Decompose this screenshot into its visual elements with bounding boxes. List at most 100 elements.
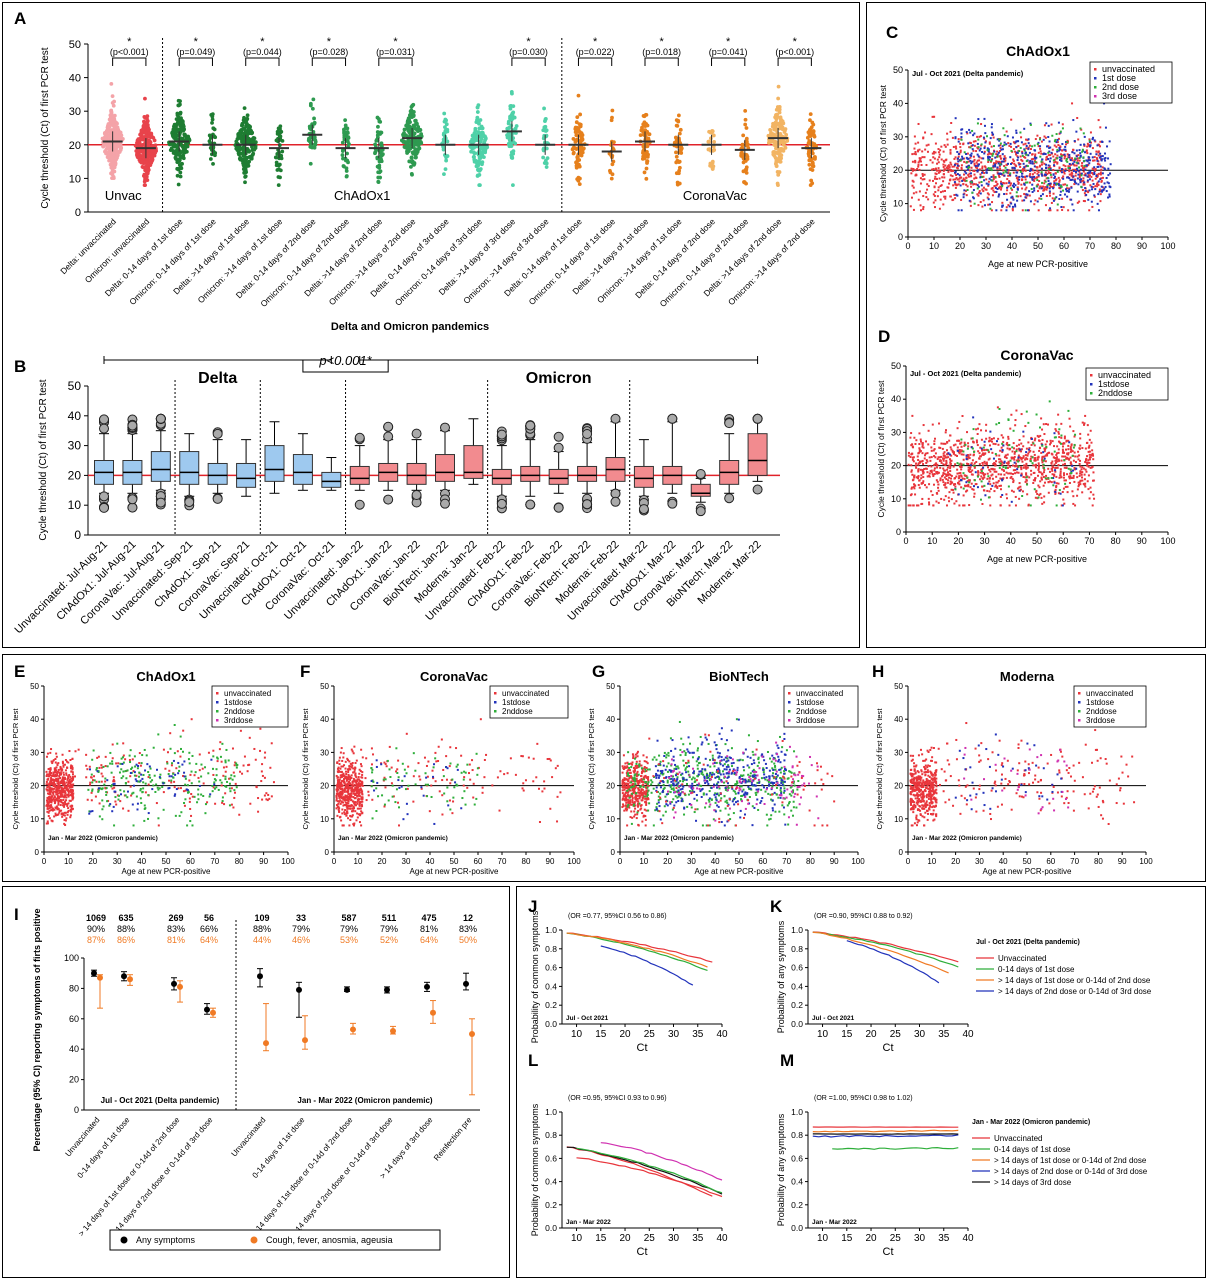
data-point-C	[1095, 157, 1098, 160]
data-point-C	[987, 160, 990, 163]
data-point-A	[147, 131, 151, 135]
data-point-A	[513, 141, 518, 146]
data-point-C	[933, 206, 936, 209]
data-point-C	[1077, 173, 1080, 176]
data-point-C	[1068, 173, 1071, 176]
data-point-D	[1067, 448, 1070, 451]
data-point-D	[928, 456, 931, 459]
data-point-C	[1015, 191, 1018, 194]
data-point-D	[1087, 446, 1090, 449]
data-point-C	[1084, 174, 1087, 177]
data-point-C	[1081, 148, 1084, 151]
data-point-D	[991, 477, 994, 480]
data-point-C	[983, 165, 986, 168]
data-point-D	[957, 439, 960, 442]
data-point-D	[947, 471, 950, 474]
data-point-D	[949, 480, 952, 483]
data-point-D	[1051, 440, 1054, 443]
data-point-C	[912, 208, 915, 211]
data-point-A	[809, 178, 814, 183]
data-point-C	[1057, 144, 1060, 147]
data-point-A	[441, 132, 446, 137]
data-point-A	[778, 117, 783, 122]
data-point-D	[1088, 497, 1091, 500]
data-point-C	[1016, 199, 1019, 202]
data-point-A	[768, 128, 773, 132]
data-point-C	[1107, 167, 1110, 170]
data-point-C	[1056, 154, 1059, 157]
data-point-C	[949, 195, 952, 198]
data-point-D	[1022, 445, 1025, 448]
tick-label-y-C: 30	[893, 132, 903, 142]
data-point-D	[1021, 460, 1024, 463]
data-point-C	[950, 121, 953, 124]
data-point-A	[150, 148, 155, 153]
data-point-A	[106, 151, 111, 155]
data-point-C	[1001, 148, 1004, 151]
outlier-B	[752, 413, 763, 424]
data-point-A	[112, 114, 116, 119]
tick-label-y-B: 20	[68, 468, 82, 482]
tick-label-y-D: 30	[891, 427, 901, 437]
data-point-C	[1043, 135, 1046, 138]
data-point-D	[985, 448, 988, 451]
data-point-C	[1012, 148, 1015, 151]
data-point-C	[1097, 165, 1100, 168]
data-point-D	[1060, 459, 1063, 462]
data-point-A	[808, 167, 813, 172]
data-point-C	[939, 149, 942, 152]
data-point-C	[949, 161, 952, 164]
data-point-C	[1094, 168, 1097, 171]
data-point-D	[976, 444, 979, 447]
data-point-A	[444, 158, 449, 163]
data-point-C	[943, 189, 946, 192]
data-point-D	[1014, 469, 1017, 472]
data-point-A	[311, 97, 316, 102]
data-point-C	[1001, 185, 1004, 188]
data-point-C	[1047, 169, 1050, 172]
data-point-D	[1043, 501, 1046, 504]
data-point-A	[376, 179, 381, 184]
data-point-D	[1037, 474, 1040, 477]
data-point-D	[1005, 457, 1008, 460]
data-point-A	[784, 132, 789, 137]
data-point-A	[407, 140, 412, 144]
dot-cloud-A	[100, 81, 125, 181]
data-point-D	[1081, 447, 1084, 450]
data-point-A	[507, 144, 512, 149]
data-point-D	[976, 432, 979, 435]
data-point-C	[977, 194, 980, 197]
data-point-C	[1013, 167, 1016, 170]
data-point-C	[1036, 134, 1039, 137]
data-point-C	[1091, 138, 1094, 141]
data-point-C	[1049, 173, 1052, 176]
data-point-D	[1069, 450, 1072, 453]
data-point-C	[1034, 160, 1037, 163]
panel-letter-A: A	[14, 9, 26, 28]
data-point-C	[966, 157, 969, 160]
data-point-C	[949, 151, 952, 154]
data-point-A	[279, 156, 284, 161]
data-point-A	[180, 126, 185, 131]
data-point-C	[1044, 180, 1047, 183]
data-point-D	[987, 451, 990, 454]
data-point-D	[919, 438, 922, 441]
data-point-D	[1032, 450, 1035, 453]
data-point-C	[1057, 121, 1060, 124]
data-point-A	[741, 169, 746, 174]
data-point-C	[1008, 205, 1011, 208]
data-point-D	[1024, 425, 1027, 428]
data-point-D	[990, 438, 993, 441]
data-point-C	[971, 144, 974, 147]
data-point-C	[1058, 146, 1061, 149]
data-point-C	[1003, 193, 1006, 196]
data-point-C	[977, 146, 980, 149]
data-point-C	[949, 148, 952, 151]
data-point-A	[674, 154, 679, 159]
data-point-D	[1076, 494, 1079, 497]
data-point-C	[1001, 153, 1004, 156]
data-point-D	[975, 439, 978, 442]
ylabel-C: Cycle threshold (Ct) of first PCR test	[878, 84, 888, 222]
tick-label-y-B: 30	[68, 439, 82, 453]
data-point-C	[932, 201, 935, 204]
